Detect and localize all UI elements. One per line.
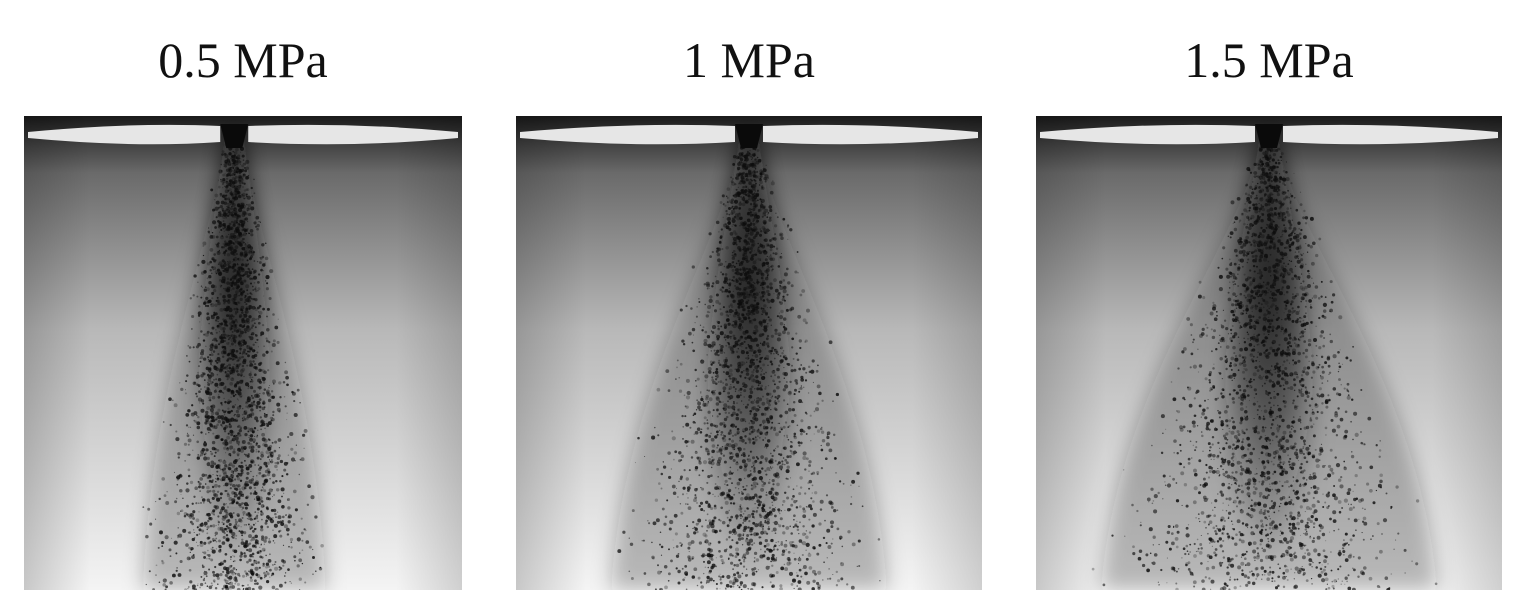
nozzle-orifice (220, 124, 249, 148)
spray-image-1-5-mpa (1036, 116, 1502, 590)
spray-illustration (1036, 116, 1502, 590)
spray-illustration (516, 116, 982, 590)
nozzle-plate-right (763, 124, 978, 145)
nozzle-plate-left (520, 124, 735, 145)
nozzle-plate-left (28, 124, 221, 145)
nozzle-plate-right (1283, 124, 1498, 145)
panel-label-1-5-mpa: 1.5 MPa (1184, 32, 1354, 88)
panel-label-1-mpa: 1 MPa (683, 32, 815, 88)
nozzle-plate-left (1040, 124, 1255, 145)
spray-image-1-mpa (516, 116, 982, 590)
spray-image-0-5-mpa (24, 116, 462, 590)
spray-illustration (24, 116, 462, 590)
panel-label-0-5-mpa: 0.5 MPa (158, 32, 328, 88)
nozzle-orifice (735, 124, 763, 148)
nozzle-plate-right (248, 124, 458, 145)
nozzle-orifice (1255, 124, 1283, 148)
